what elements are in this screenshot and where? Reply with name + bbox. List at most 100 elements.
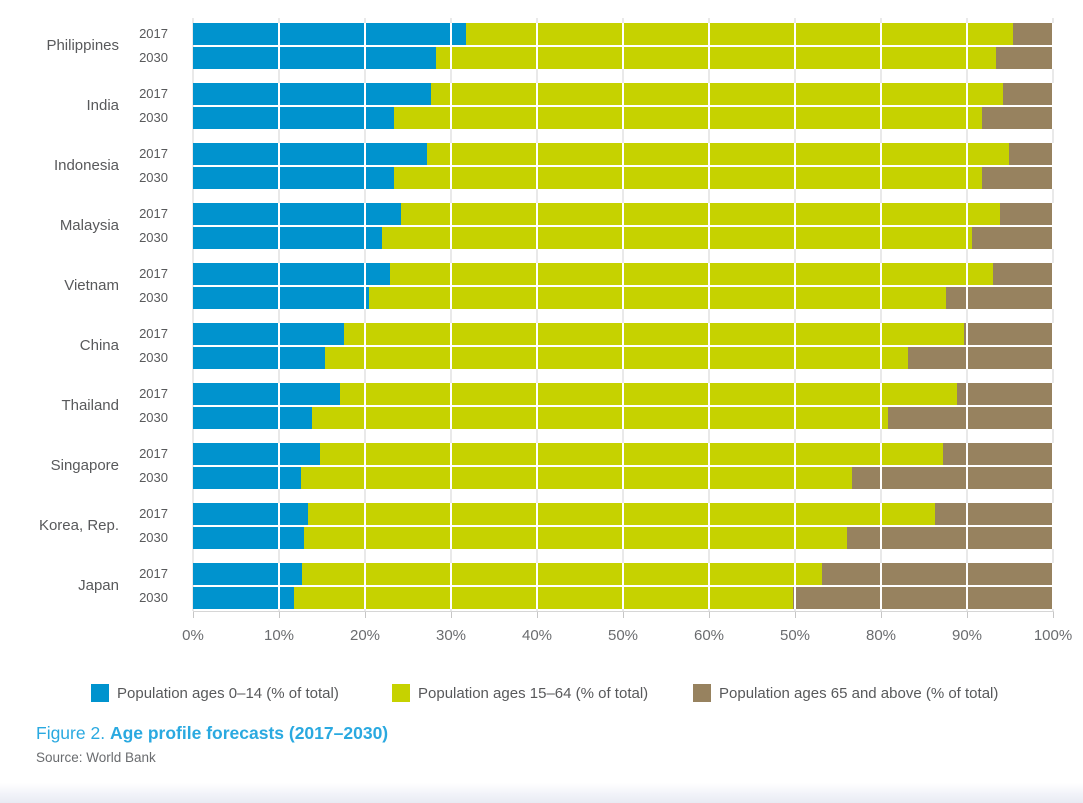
bar-2030 xyxy=(193,587,1053,609)
x-axis-tick xyxy=(623,612,624,618)
gridline-over-bar xyxy=(1052,383,1054,429)
gridline-over-bar xyxy=(794,203,796,249)
segment-age-15-64 xyxy=(394,107,982,129)
gridline xyxy=(364,18,366,611)
segment-age-65-plus xyxy=(972,227,1053,249)
segment-age-15-64 xyxy=(301,467,852,489)
country-label: Singapore xyxy=(50,457,119,474)
year-label: 2017 xyxy=(139,86,168,101)
gridline-over-bar xyxy=(1052,263,1054,309)
gridline-over-bar xyxy=(622,563,624,609)
gridline-over-bar xyxy=(536,503,538,549)
segment-age-65-plus xyxy=(981,107,1053,129)
segment-age-65-plus xyxy=(946,287,1053,309)
gridline-over-bar xyxy=(622,143,624,189)
gridline-over-bar xyxy=(1052,563,1054,609)
gridline-over-bar xyxy=(794,83,796,129)
segment-age-65-plus xyxy=(956,383,1053,405)
x-axis-tick xyxy=(967,612,968,618)
bar-2030 xyxy=(193,107,1053,129)
gridline-over-bar xyxy=(794,263,796,309)
bar-2030 xyxy=(193,347,1053,369)
x-axis-tick xyxy=(365,612,366,618)
x-axis-tick xyxy=(709,612,710,618)
year-label: 2017 xyxy=(139,206,168,221)
segment-age-65-plus xyxy=(1003,83,1053,105)
x-axis-tick xyxy=(451,612,452,618)
gridline-over-bar xyxy=(450,323,452,369)
year-label: 2030 xyxy=(139,290,168,305)
gridline-over-bar xyxy=(278,143,280,189)
gridline-over-bar xyxy=(450,203,452,249)
gridline-over-bar xyxy=(536,263,538,309)
gridline-over-bar xyxy=(708,263,710,309)
x-tick-label: 50% xyxy=(607,627,639,644)
segment-age-0-14 xyxy=(193,407,312,429)
gridline-over-bar xyxy=(794,323,796,369)
gridline-over-bar xyxy=(966,143,968,189)
bar-2017 xyxy=(193,563,1053,585)
gridline-over-bar xyxy=(536,563,538,609)
gridline-over-bar xyxy=(536,323,538,369)
gridline-over-bar xyxy=(622,443,624,489)
gridline-over-bar xyxy=(536,143,538,189)
segment-age-65-plus xyxy=(1013,23,1053,45)
segment-age-15-64 xyxy=(302,563,822,585)
gridline xyxy=(192,18,194,611)
segment-age-15-64 xyxy=(382,227,973,249)
segment-age-65-plus xyxy=(942,443,1053,465)
segment-age-0-14 xyxy=(193,83,432,105)
legend-label: Population ages 65 and above (% of total… xyxy=(719,685,999,702)
gridline-over-bar xyxy=(1052,83,1054,129)
x-tick-label: 30% xyxy=(435,627,467,644)
gridline xyxy=(536,18,538,611)
gridline-over-bar xyxy=(364,323,366,369)
gridline-over-bar xyxy=(880,383,882,429)
gridline-over-bar xyxy=(364,443,366,489)
gridline-over-bar xyxy=(708,323,710,369)
gridline-over-bar xyxy=(450,443,452,489)
segment-age-0-14 xyxy=(193,143,427,165)
gridline-over-bar xyxy=(708,143,710,189)
country-label: Indonesia xyxy=(53,157,119,174)
segment-age-0-14 xyxy=(193,467,302,489)
gridline-over-bar xyxy=(450,503,452,549)
gridline-over-bar xyxy=(708,203,710,249)
gridline-over-bar xyxy=(708,383,710,429)
segment-age-0-14 xyxy=(193,503,309,525)
bar-2017 xyxy=(193,503,1053,525)
x-axis-line xyxy=(193,611,1054,612)
gridline-over-bar xyxy=(536,23,538,69)
bar-2030 xyxy=(193,287,1053,309)
gridline-over-bar xyxy=(966,323,968,369)
gridline xyxy=(450,18,452,611)
segment-age-65-plus xyxy=(982,167,1053,189)
segment-age-0-14 xyxy=(193,347,325,369)
year-label: 2017 xyxy=(139,446,168,461)
gridline-over-bar xyxy=(450,383,452,429)
bar-2030 xyxy=(193,227,1053,249)
gridline-over-bar xyxy=(450,263,452,309)
gridline-over-bar xyxy=(794,443,796,489)
gridline xyxy=(708,18,710,611)
year-label: 2017 xyxy=(139,26,168,41)
gridline-over-bar xyxy=(794,143,796,189)
gridline-over-bar xyxy=(278,443,280,489)
gridline-over-bar xyxy=(450,563,452,609)
bar-2030 xyxy=(193,467,1053,489)
year-label: 2030 xyxy=(139,530,168,545)
gridline-over-bar xyxy=(794,23,796,69)
gridline-over-bar xyxy=(880,563,882,609)
segment-age-0-14 xyxy=(193,323,345,345)
segment-age-0-14 xyxy=(193,383,341,405)
gridline xyxy=(880,18,882,611)
year-label: 2030 xyxy=(139,350,168,365)
gridline-over-bar xyxy=(880,323,882,369)
bar-2017 xyxy=(193,443,1053,465)
gridline-over-bar xyxy=(622,203,624,249)
gridline-over-bar xyxy=(364,83,366,129)
gridline-over-bar xyxy=(794,503,796,549)
year-label: 2030 xyxy=(139,170,168,185)
